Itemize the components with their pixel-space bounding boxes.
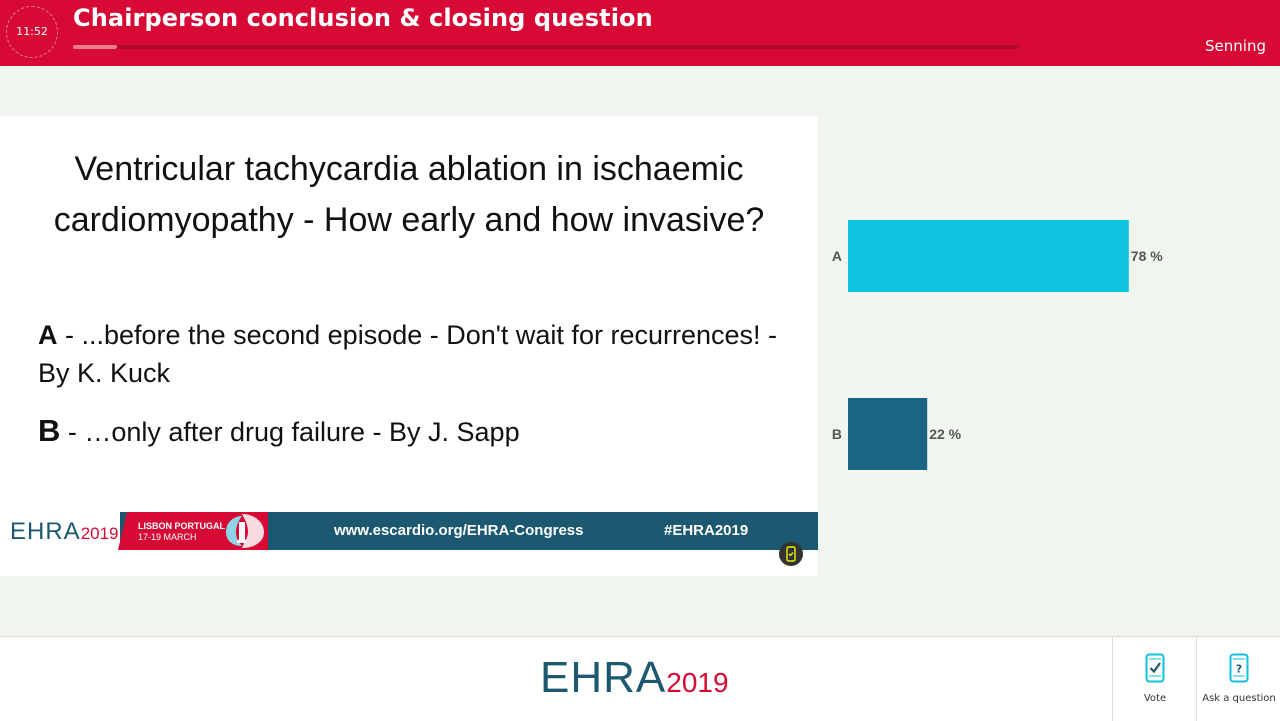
ask-question-button[interactable]: ? Ask a question xyxy=(1196,637,1280,721)
poll-results-chart: A 78 % B 22 % xyxy=(820,190,1260,510)
congress-hashtag: #EHRA2019 xyxy=(664,522,749,539)
bottom-bar: EHRA2019 Vote ? Ask a question xyxy=(0,636,1280,721)
vote-phone-icon xyxy=(1145,653,1165,683)
ehra-logo: EHRA2019 xyxy=(540,653,729,702)
lisbon-emblem-icon xyxy=(218,512,266,550)
category-label: A xyxy=(832,248,842,264)
vote-label: Vote xyxy=(1143,693,1167,704)
option-letter: B xyxy=(38,413,61,448)
vote-phone-icon[interactable] xyxy=(779,542,803,566)
session-header: 11:52 Chairperson conclusion & closing q… xyxy=(0,0,1280,66)
option-text: - ...before the second episode - Don't w… xyxy=(38,320,777,388)
option-letter: A xyxy=(38,320,58,350)
option-text: - …only after drug failure - By J. Sapp xyxy=(60,417,520,447)
session-progress-fill xyxy=(73,45,118,49)
result-bar-a xyxy=(848,220,1129,292)
vote-button[interactable]: Vote xyxy=(1112,637,1197,721)
slide-option-a: A - ...before the second episode - Don't… xyxy=(38,316,778,392)
presentation-slide: Ventricular tachycardia ablation in isch… xyxy=(0,116,818,576)
session-progress-bar xyxy=(73,45,1019,49)
session-timer: 11:52 xyxy=(6,6,58,58)
congress-city: LISBON PORTUGAL xyxy=(138,521,225,531)
speaker-name: Senning xyxy=(1205,37,1266,55)
ehra-logo: EHRA2019 xyxy=(10,518,119,545)
result-bar-b xyxy=(848,398,928,470)
slide-option-b: B - …only after drug failure - By J. Sap… xyxy=(38,412,778,451)
congress-location: LISBON PORTUGAL 17-19 MARCH xyxy=(138,521,225,543)
svg-text:?: ? xyxy=(1236,663,1242,676)
result-value-label: 22 % xyxy=(929,426,961,442)
ask-question-phone-icon: ? xyxy=(1229,653,1249,683)
slide-title: Ventricular tachycardia ablation in isch… xyxy=(53,150,765,239)
result-value-label: 78 % xyxy=(1131,248,1163,264)
poll-results-svg: A 78 % B 22 % xyxy=(832,220,1163,470)
congress-url: www.escardio.org/EHRA-Congress xyxy=(334,522,584,539)
congress-dates: 17-19 MARCH xyxy=(138,532,197,542)
slide-footer-band: EHRA2019 LISBON PORTUGAL 17-19 MARCH www… xyxy=(0,512,818,550)
session-title: Chairperson conclusion & closing questio… xyxy=(73,4,653,32)
category-label: B xyxy=(832,426,842,442)
ask-question-label: Ask a question xyxy=(1202,693,1276,704)
